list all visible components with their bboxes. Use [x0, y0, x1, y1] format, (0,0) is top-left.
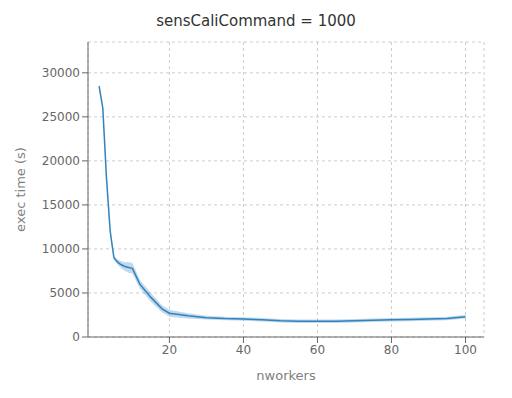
svg-text:0: 0: [72, 330, 80, 344]
svg-text:10000: 10000: [42, 242, 80, 256]
html-text:sensCaliCommand = 1000: sensCaliCommand = 1000: [156, 12, 356, 30]
svg-text:exec time (s): exec time (s): [13, 147, 28, 232]
svg-text:15000: 15000: [42, 198, 80, 212]
svg-text:80: 80: [384, 343, 399, 357]
svg-text:5000: 5000: [49, 286, 80, 300]
svg-text:100: 100: [454, 343, 477, 357]
svg-text:20: 20: [162, 343, 177, 357]
svg-text:20000: 20000: [42, 154, 80, 168]
svg-text:nworkers: nworkers: [256, 368, 316, 383]
svg-text:60: 60: [310, 343, 325, 357]
svg-text:25000: 25000: [42, 110, 80, 124]
svg-text:30000: 30000: [42, 66, 80, 80]
svg-text:40: 40: [236, 343, 251, 357]
